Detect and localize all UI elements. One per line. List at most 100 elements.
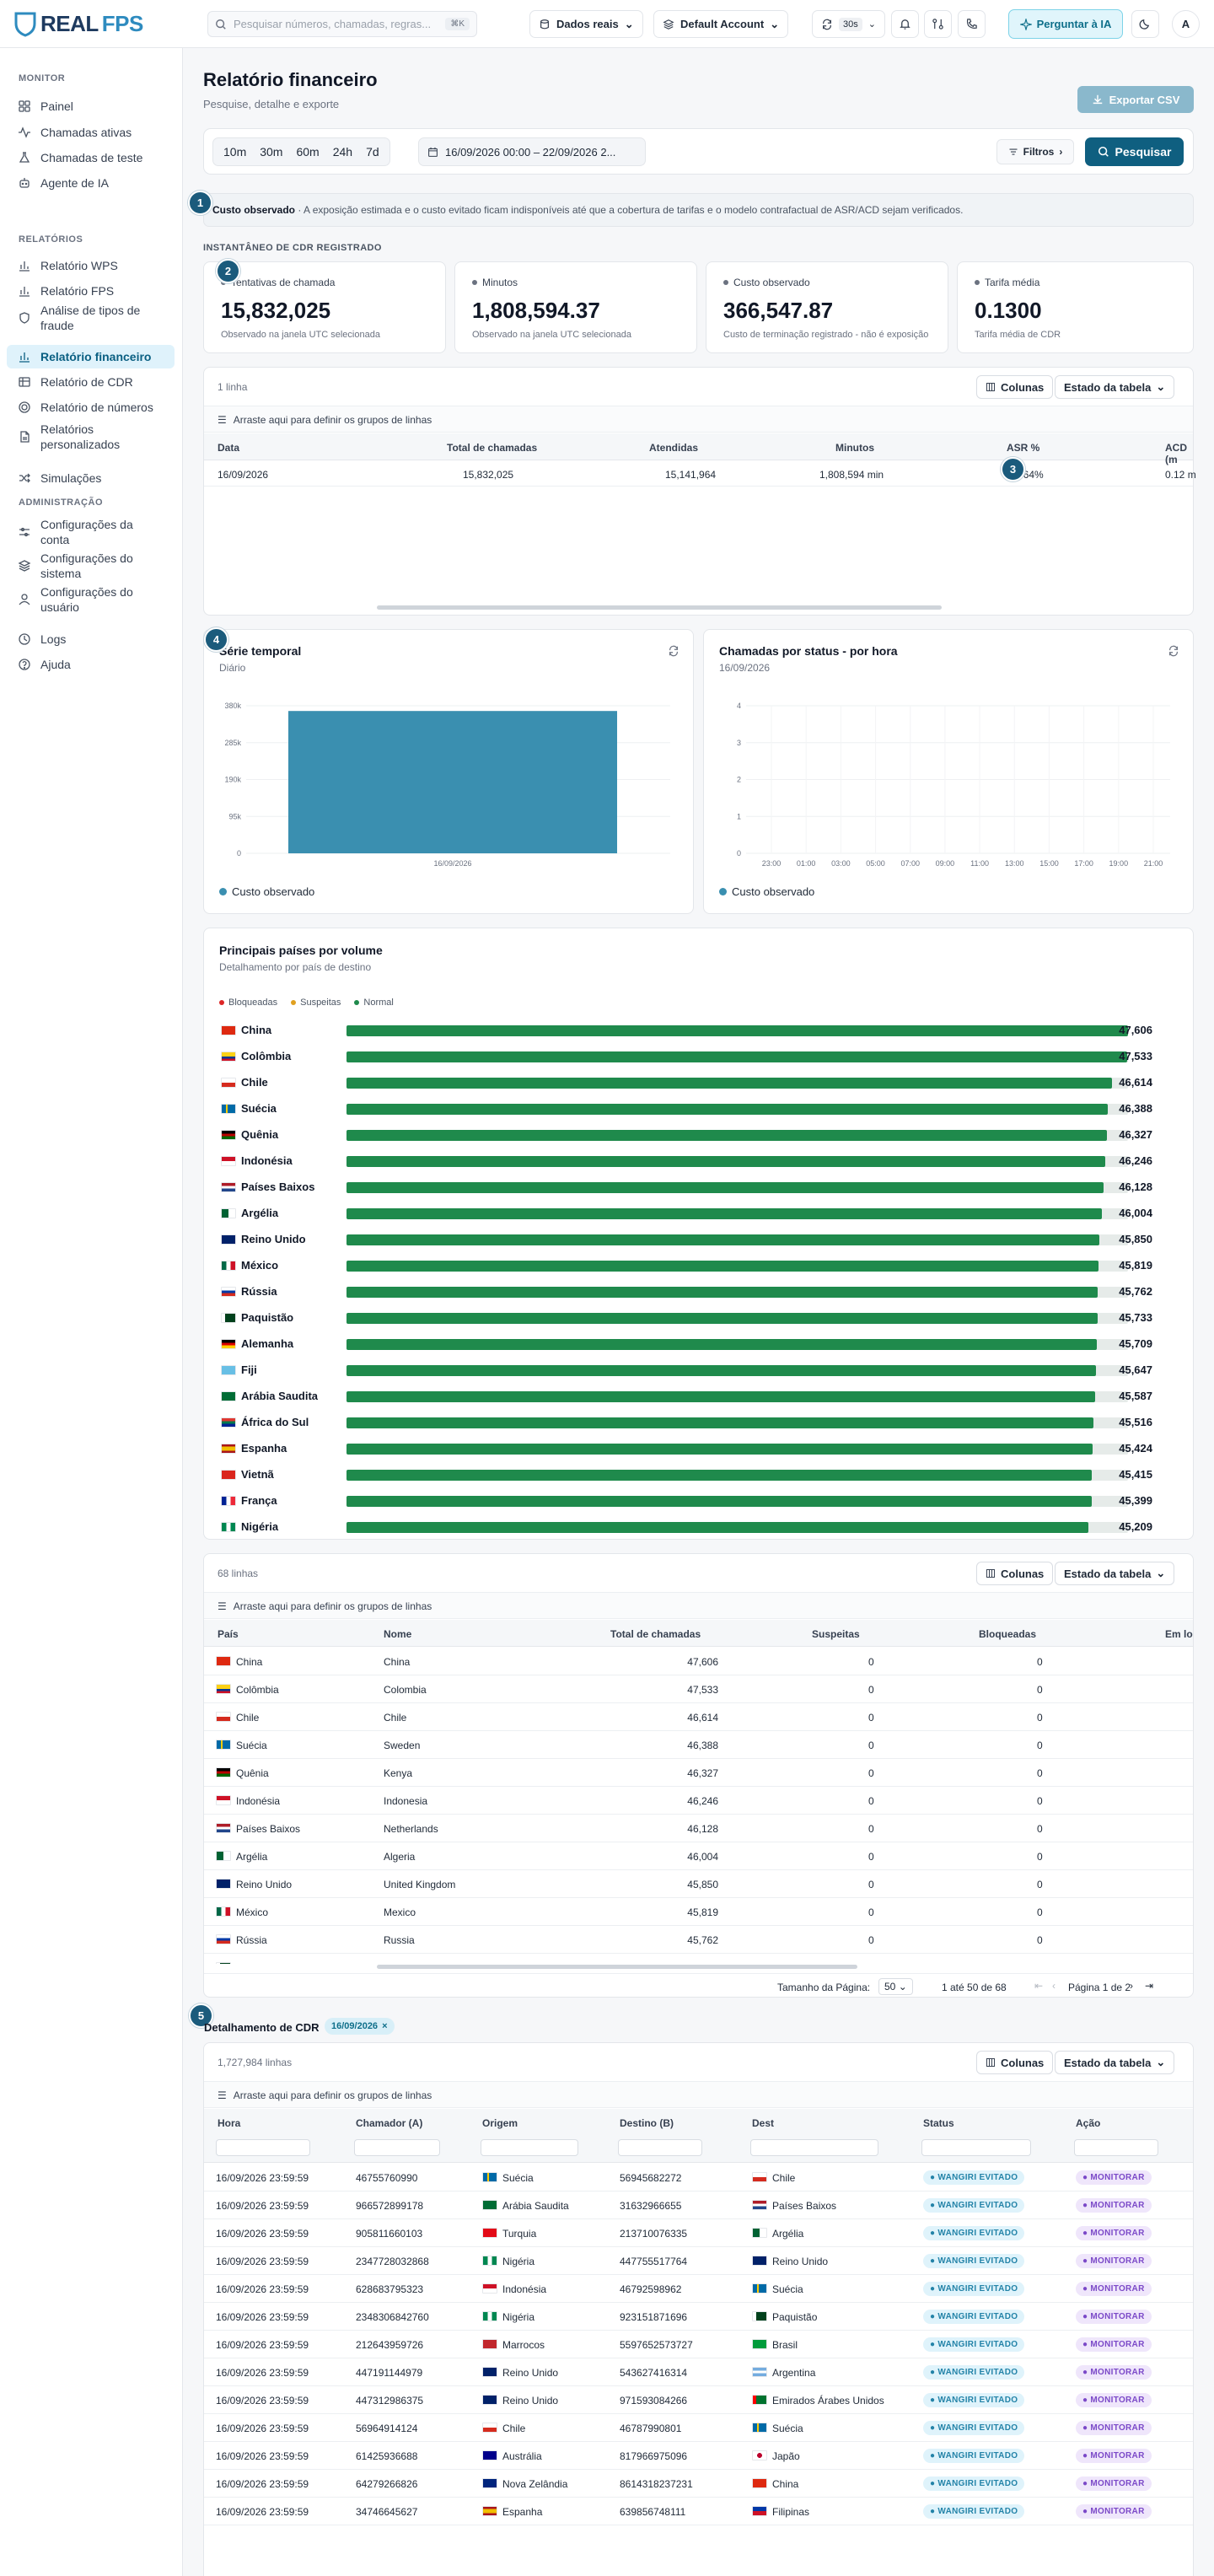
filter-destination-number[interactable] [618, 2139, 702, 2156]
filter-caller[interactable] [354, 2139, 440, 2156]
col-time[interactable]: Hora [218, 2117, 241, 2129]
country-bar-row[interactable]: China 47,606 [204, 1024, 1182, 1037]
horizontal-scrollbar[interactable] [377, 1965, 857, 1969]
horizontal-scrollbar[interactable] [377, 605, 942, 610]
table-state-button[interactable]: Estado da tabela ⌄ [1055, 1562, 1175, 1585]
last-page-button[interactable]: ⇥ [1145, 1980, 1154, 1992]
country-bar-row[interactable]: França 45,399 [204, 1494, 1182, 1508]
table-row[interactable]: 16/09/2026 23:59:59 34746645627 Espanha 639… [204, 2498, 1193, 2525]
table-row[interactable]: 16/09/2026 15,832,025 15,141,964 1,808,5… [204, 461, 1196, 487]
country-bar-row[interactable]: África do Sul 45,516 [204, 1416, 1182, 1429]
col-minutes[interactable]: Minutos [835, 442, 874, 454]
filter-time[interactable] [216, 2139, 310, 2156]
export-csv-button[interactable]: Exportar CSV [1077, 86, 1194, 113]
user-avatar[interactable]: A [1172, 10, 1200, 38]
sidebar-item-agente-de-ia[interactable]: Agente de IA [7, 171, 175, 195]
table-row[interactable]: Indonésia Indonesia 46,246 0 0 [204, 1787, 1193, 1815]
col-country[interactable]: País [218, 1628, 239, 1640]
page-size-select[interactable]: 50 ⌄ [878, 1978, 913, 1995]
table-row[interactable]: 16/09/2026 23:59:59 61425936688 Austrália 8… [204, 2442, 1193, 2470]
col-acd[interactable]: ACD (m [1165, 442, 1187, 465]
country-bar-row[interactable]: Alemanha 45,709 [204, 1337, 1182, 1351]
group-drop-zone[interactable]: ☰ Arraste aqui para definir os grupos de … [204, 2081, 1193, 2108]
table-row[interactable]: 16/09/2026 23:59:59 56964914124 Chile 46787… [204, 2414, 1193, 2442]
table-row[interactable]: Rússia Russia 45,762 0 0 [204, 1926, 1193, 1954]
routes-button[interactable] [924, 10, 952, 38]
country-bar-row[interactable]: Espanha 45,424 [204, 1442, 1182, 1455]
sidebar-item-relat-rio-de-cdr[interactable]: Relatório de CDR [7, 370, 175, 394]
country-bar-row[interactable]: Fiji 45,647 [204, 1363, 1182, 1377]
notifications-button[interactable] [891, 10, 919, 38]
table-row[interactable]: 16/09/2026 23:59:59 447312986375 Reino Uni… [204, 2386, 1193, 2414]
col-name[interactable]: Nome [384, 1628, 412, 1640]
sidebar-item-chamadas-de-teste[interactable]: Chamadas de teste [7, 146, 175, 169]
sidebar-item-chamadas-ativas[interactable]: Chamadas ativas [7, 121, 175, 144]
table-row[interactable]: 16/09/2026 23:59:59 905811660103 Turquia 21… [204, 2219, 1193, 2247]
sidebar-item-painel[interactable]: Painel [7, 94, 175, 118]
columns-button[interactable]: Colunas [976, 1562, 1054, 1585]
table-row[interactable]: 16/09/2026 23:59:59 2348306842760 Nigéria 9… [204, 2303, 1193, 2331]
filters-button[interactable]: Filtros › [996, 139, 1074, 164]
sidebar-item-relat-rio-wps[interactable]: Relatório WPS [7, 254, 175, 277]
col-monitoring[interactable]: Em lo [1165, 1628, 1193, 1640]
calls-button[interactable] [958, 10, 986, 38]
table-row[interactable]: México Mexico 45,819 0 0 [204, 1898, 1193, 1926]
table-row[interactable]: 16/09/2026 23:59:59 212643959726 Marrocos 5… [204, 2331, 1193, 2358]
table-row[interactable]: Suécia Sweden 46,388 0 0 [204, 1731, 1193, 1759]
country-bar-row[interactable]: Vietnã 45,415 [204, 1468, 1182, 1482]
country-bar-row[interactable]: Paquistão 45,733 [204, 1311, 1182, 1325]
country-bar-row[interactable]: Quênia 46,327 [204, 1128, 1182, 1142]
col-caller[interactable]: Chamador (A) [356, 2117, 423, 2129]
col-answered[interactable]: Atendidas [649, 442, 699, 454]
first-page-button[interactable]: ⇤ [1034, 1980, 1044, 1992]
col-destination-number[interactable]: Destino (B) [620, 2117, 674, 2129]
range-30m[interactable]: 30m [260, 145, 283, 159]
country-bar-row[interactable]: Suécia 46,388 [204, 1102, 1182, 1116]
brand-logo[interactable]: REAL FPS [13, 7, 143, 40]
col-status[interactable]: Status [923, 2117, 954, 2129]
filter-action[interactable] [1074, 2139, 1158, 2156]
refresh-icon[interactable] [1168, 645, 1179, 657]
country-bar-row[interactable]: México 45,819 [204, 1259, 1182, 1272]
country-bar-row[interactable]: Nigéria 45,209 [204, 1520, 1182, 1534]
table-row[interactable]: Reino Unido United Kingdom 45,850 0 0 [204, 1870, 1193, 1898]
col-blocked[interactable]: Bloqueadas [979, 1628, 1037, 1640]
sidebar-item-simula-es[interactable]: Simulações [7, 466, 175, 490]
sidebar-item-ajuda[interactable]: Ajuda [7, 653, 175, 676]
refresh-interval[interactable]: 30s ⌄ [812, 10, 885, 38]
table-row[interactable]: 16/09/2026 23:59:59 64279266826 Nova Zelân… [204, 2470, 1193, 2498]
table-row[interactable]: Paquistão Pakistan 45,733 0 0 [204, 1954, 1193, 1964]
group-drop-zone[interactable]: ☰ Arraste aqui para definir os grupos de … [204, 406, 1193, 433]
table-state-button[interactable]: Estado da tabela ⌄ [1055, 375, 1175, 399]
sidebar-item-configura-es-da-conta[interactable]: Configurações da conta [7, 514, 175, 551]
country-bar-row[interactable]: Arábia Saudita 45,587 [204, 1390, 1182, 1403]
table-row[interactable]: Argélia Algeria 46,004 0 0 [204, 1842, 1193, 1870]
col-asr[interactable]: ASR % [1007, 442, 1040, 454]
table-row[interactable]: 16/09/2026 23:59:59 966572899178 Arábia Sa… [204, 2191, 1193, 2219]
col-total-calls[interactable]: Total de chamadas [447, 442, 538, 454]
close-icon[interactable]: × [382, 2021, 388, 2031]
global-search[interactable]: Pesquisar números, chamadas, regras... ⌘… [207, 11, 477, 37]
sidebar-item-configura-es-do-usu-rio[interactable]: Configurações do usuário [7, 581, 175, 618]
range-60m[interactable]: 60m [296, 145, 320, 159]
sidebar-item-relat-rio-de-n-meros[interactable]: Relatório de números [7, 395, 175, 419]
table-row[interactable]: 16/09/2026 23:59:59 2347728032868 Nigéria 4… [204, 2247, 1193, 2275]
range-10m[interactable]: 10m [223, 145, 247, 159]
sidebar-item-relat-rios-personalizados[interactable]: Relatórios personalizados [7, 418, 175, 455]
col-origin[interactable]: Origem [482, 2117, 518, 2129]
country-bar-row[interactable]: Rússia 45,762 [204, 1285, 1182, 1299]
country-bar-row[interactable]: Indonésia 46,246 [204, 1154, 1182, 1168]
table-row[interactable]: Colômbia Colombia 47,533 0 0 [204, 1675, 1193, 1703]
filter-origin[interactable] [481, 2139, 578, 2156]
sidebar-item-relat-rio-financeiro[interactable]: Relatório financeiro [7, 345, 175, 368]
table-row[interactable]: China China 47,606 0 0 [204, 1648, 1193, 1675]
sidebar-item-logs[interactable]: Logs [7, 627, 175, 651]
table-row[interactable]: Países Baixos Netherlands 46,128 0 0 [204, 1815, 1193, 1842]
table-row[interactable]: 16/09/2026 23:59:59 447191144979 Reino Uni… [204, 2358, 1193, 2386]
columns-button[interactable]: Colunas [976, 375, 1054, 399]
col-suspicious[interactable]: Suspeitas [812, 1628, 860, 1640]
search-button[interactable]: Pesquisar [1085, 137, 1184, 166]
table-row[interactable]: 16/09/2026 23:59:59 46755760990 Suécia 5694… [204, 2164, 1193, 2191]
col-total-calls[interactable]: Total de chamadas [610, 1628, 701, 1640]
sidebar-item-relat-rio-fps[interactable]: Relatório FPS [7, 279, 175, 303]
